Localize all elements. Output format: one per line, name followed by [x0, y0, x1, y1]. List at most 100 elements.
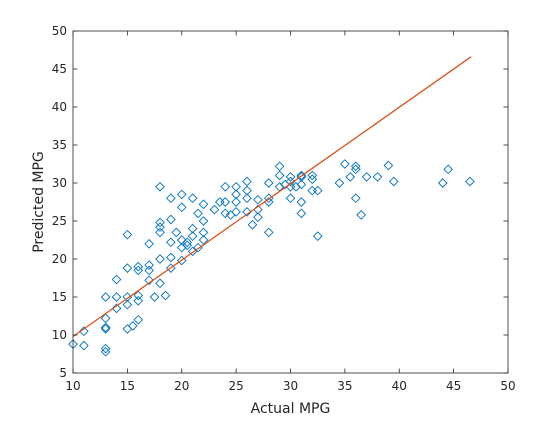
x-tick-label: 40	[392, 379, 407, 393]
data-point	[296, 172, 307, 182]
data-markers	[68, 159, 475, 357]
data-point	[274, 161, 285, 172]
x-axis-label: Actual MPG	[251, 401, 331, 417]
data-point	[79, 340, 89, 351]
data-point	[383, 160, 394, 171]
data-point	[176, 202, 187, 213]
data-point	[247, 219, 258, 230]
data-point	[155, 254, 165, 264]
data-point	[285, 176, 296, 187]
data-point	[155, 181, 165, 192]
data-point	[133, 314, 144, 325]
x-tick-label: 30	[283, 379, 298, 393]
data-point	[220, 208, 231, 219]
data-point	[100, 322, 111, 333]
data-point	[296, 208, 307, 219]
data-point	[166, 193, 176, 204]
x-tick-label: 50	[500, 379, 515, 393]
data-point	[122, 324, 133, 334]
y-tick-label: 25	[52, 214, 67, 228]
data-point	[79, 326, 89, 337]
data-point	[176, 235, 187, 245]
data-point	[356, 210, 367, 220]
x-tick-label: 25	[228, 379, 243, 393]
x-tick-label: 20	[174, 379, 189, 393]
data-point	[296, 197, 307, 207]
data-point	[133, 295, 144, 306]
data-point	[149, 292, 160, 302]
data-point	[122, 299, 133, 310]
data-point	[372, 172, 383, 182]
data-point	[312, 185, 323, 196]
data-point	[133, 290, 144, 301]
data-point	[296, 179, 307, 190]
data-point	[350, 161, 361, 172]
data-point	[437, 178, 448, 188]
data-point	[312, 231, 323, 242]
data-point	[166, 252, 176, 263]
data-point	[187, 193, 198, 204]
data-point	[263, 227, 274, 238]
data-point	[291, 181, 301, 192]
data-point	[144, 238, 154, 249]
data-point	[242, 193, 252, 204]
data-point	[160, 290, 171, 301]
data-point	[285, 193, 296, 204]
data-point	[100, 292, 111, 302]
data-point	[253, 212, 263, 223]
x-tick-label: 15	[120, 379, 135, 393]
data-point	[274, 170, 285, 181]
data-point	[198, 216, 209, 226]
fit-line	[72, 56, 472, 338]
data-point	[242, 207, 252, 217]
data-point	[285, 172, 296, 182]
data-point	[242, 185, 252, 196]
data-point	[220, 197, 231, 207]
data-point	[350, 193, 361, 204]
data-point	[127, 321, 138, 331]
y-tick-label: 15	[52, 290, 67, 304]
data-point	[231, 189, 241, 200]
y-tick-label: 30	[52, 176, 67, 190]
data-point	[176, 189, 187, 200]
data-point	[122, 229, 133, 240]
y-tick-label: 5	[59, 366, 67, 380]
data-point	[231, 207, 241, 217]
data-point	[263, 178, 274, 188]
data-point	[340, 159, 350, 169]
data-point	[220, 181, 231, 192]
x-tick-label: 10	[65, 379, 80, 393]
data-point	[176, 242, 187, 253]
data-point	[100, 324, 111, 334]
data-point	[198, 227, 209, 238]
x-tick-label: 45	[446, 379, 461, 393]
data-point	[182, 237, 193, 248]
fit-line-layer	[72, 56, 472, 338]
y-tick-label: 20	[52, 252, 67, 266]
data-point	[388, 176, 399, 187]
data-point	[166, 214, 176, 225]
data-point	[307, 185, 318, 196]
data-point	[122, 263, 133, 273]
data-point	[155, 217, 165, 228]
y-axis-ticks: 5 10 15 20 25 30 35 40 45 50	[52, 24, 508, 380]
x-tick-label: 35	[337, 379, 352, 393]
data-point	[111, 274, 122, 285]
data-point	[133, 261, 144, 272]
data-point	[334, 178, 345, 188]
data-point	[187, 223, 198, 234]
data-point	[171, 227, 182, 238]
y-tick-label: 45	[52, 62, 67, 76]
data-point	[111, 303, 122, 314]
data-point	[231, 197, 241, 207]
y-axis-label: Predicted MPG	[31, 151, 47, 253]
data-point	[166, 237, 176, 248]
data-point	[155, 278, 165, 289]
data-point	[166, 263, 176, 273]
data-point	[144, 275, 154, 286]
data-point	[350, 164, 361, 175]
data-point	[193, 208, 203, 219]
data-point	[443, 164, 454, 175]
